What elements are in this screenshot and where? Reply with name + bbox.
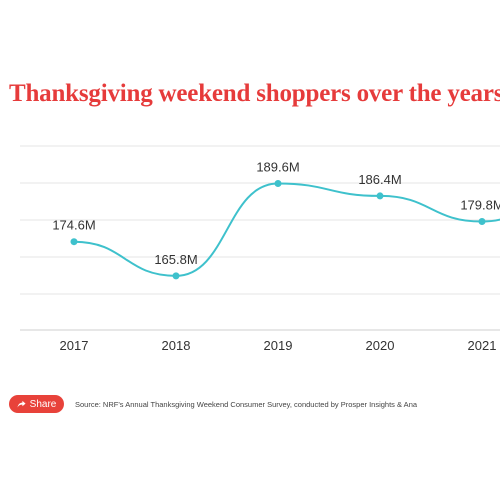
data-point [478, 218, 486, 226]
source-note: Source: NRF's Annual Thanksgiving Weeken… [75, 399, 418, 409]
share-button[interactable]: Share [9, 395, 64, 413]
data-point [376, 192, 384, 200]
data-label: 186.4M [358, 172, 401, 187]
data-point [70, 238, 78, 246]
data-label: 174.6M [52, 218, 95, 233]
share-label: Share [29, 398, 57, 410]
x-tick-label: 2018 [162, 338, 191, 353]
x-tick-label: 2019 [264, 338, 293, 353]
x-tick-label: 2017 [60, 338, 89, 353]
data-label: 165.8M [154, 252, 197, 267]
data-label: 189.6M [256, 160, 299, 175]
data-point [172, 272, 180, 280]
chart-title: Thanksgiving weekend shoppers over the y… [9, 80, 500, 107]
x-tick-label: 2020 [366, 338, 395, 353]
x-tick-label: 2021 [468, 338, 497, 353]
data-label: 179.8M [460, 198, 500, 213]
data-point [274, 180, 282, 187]
share-icon [17, 400, 26, 409]
series-line [73, 182, 500, 277]
chart-footer: Share Source: NRF's Annual Thanksgiving … [9, 395, 417, 413]
